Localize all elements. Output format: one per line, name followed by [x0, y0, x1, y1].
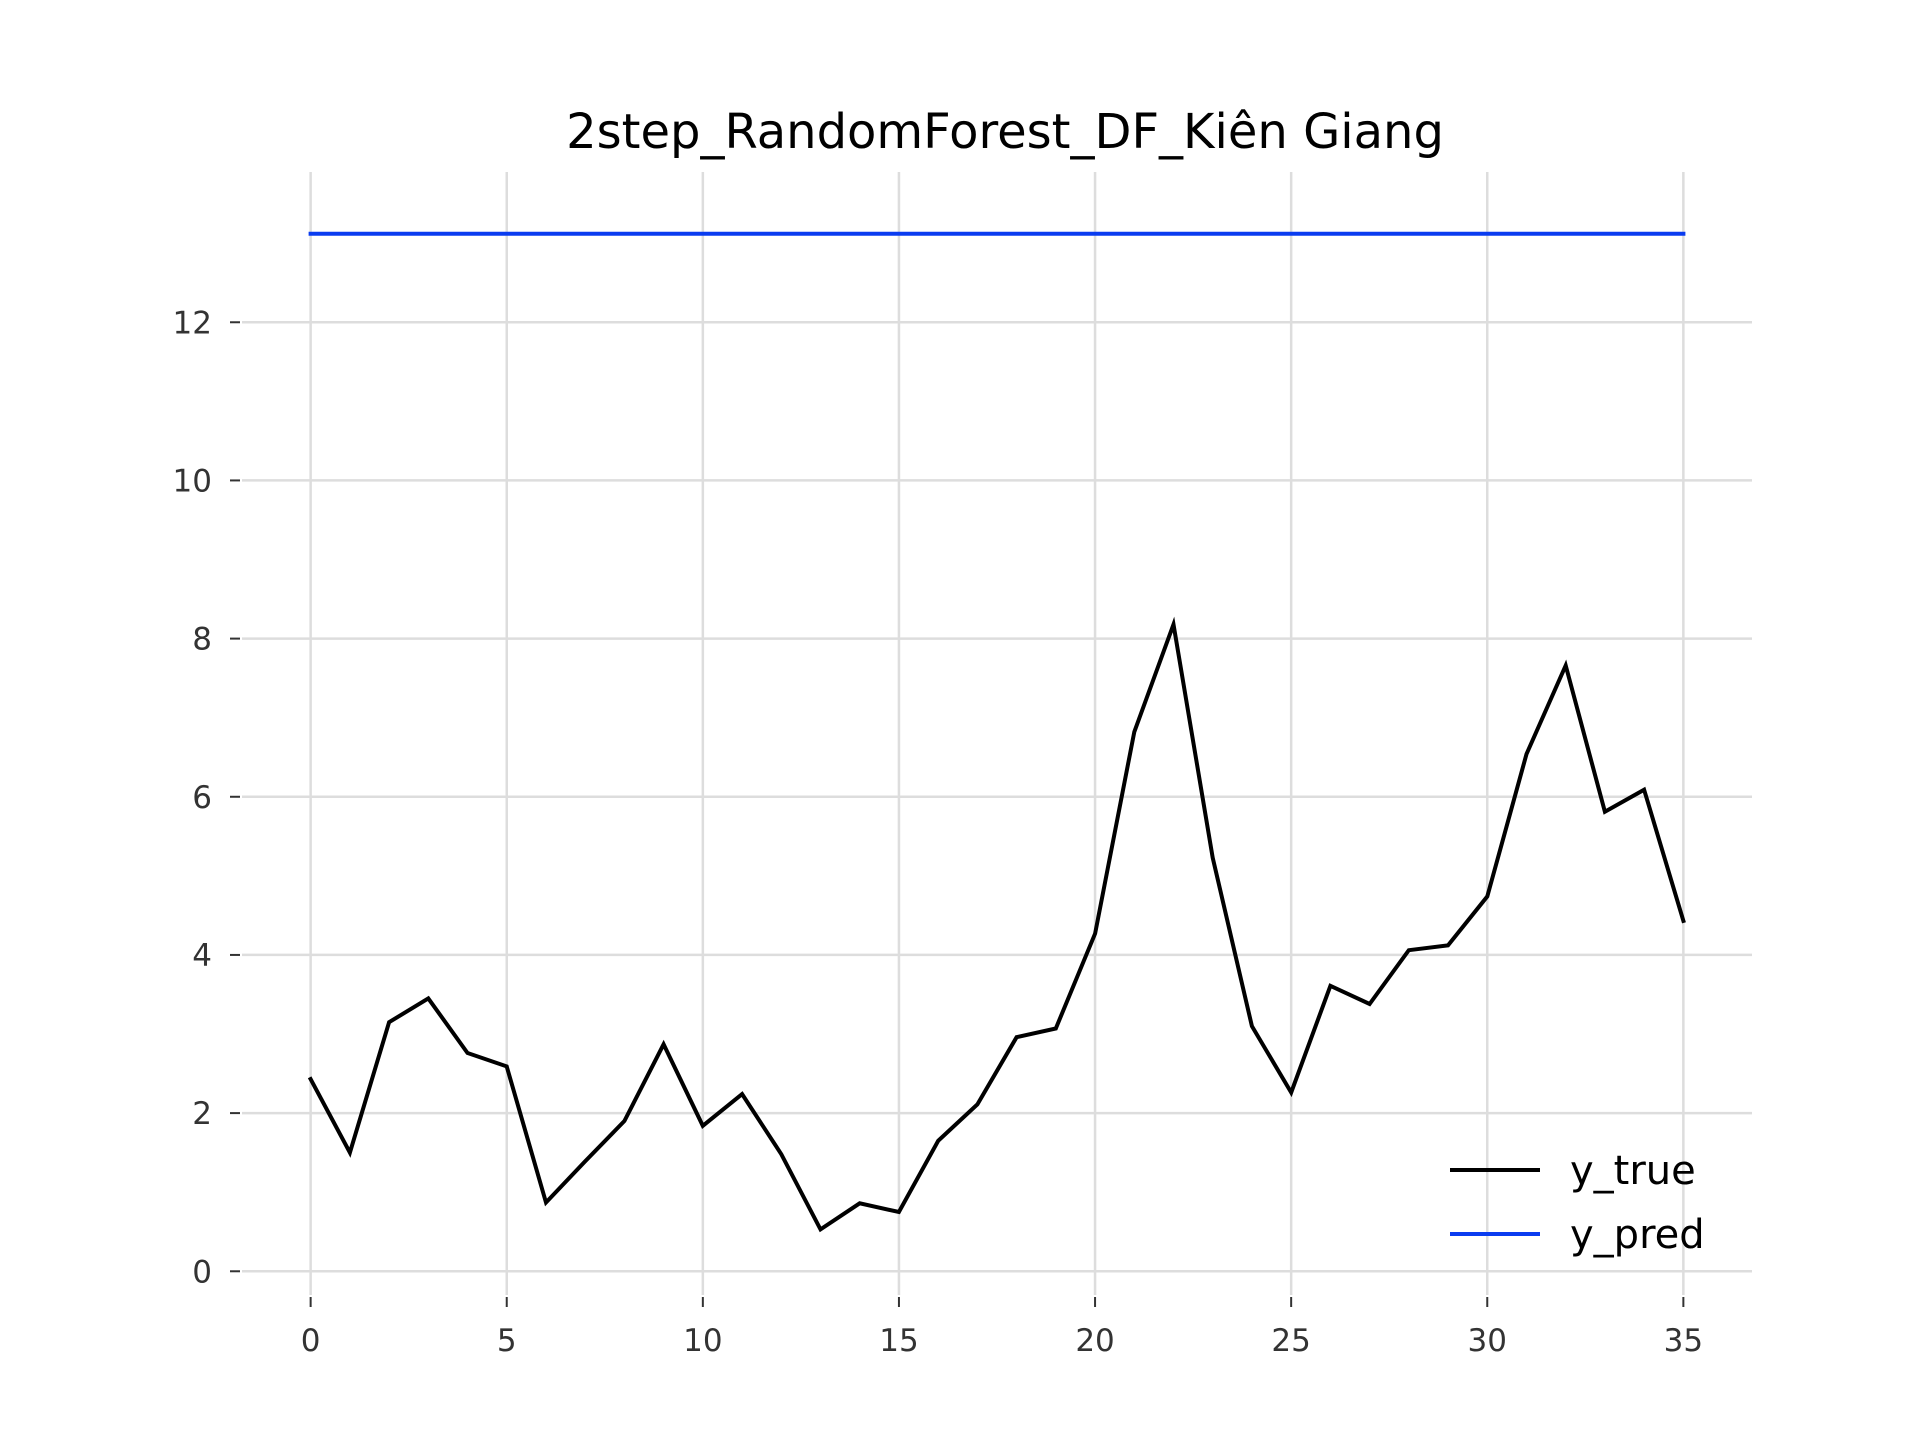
y-tick-label: 4 — [192, 938, 212, 974]
y-tick-label: 0 — [192, 1254, 212, 1290]
y-tick-label: 8 — [192, 622, 212, 658]
y-tick-label: 12 — [173, 305, 212, 341]
series-line-y-true — [307, 616, 1686, 1233]
y-tick-label: 2 — [192, 1096, 212, 1132]
y-tick-label: 10 — [173, 463, 212, 499]
legend-label-y-pred: y_pred — [1570, 1212, 1705, 1258]
y-tick-label: 6 — [192, 780, 212, 816]
legend: y_true y_pred — [1450, 1148, 1705, 1258]
series-layer — [307, 231, 1686, 1233]
legend-label-y-true: y_true — [1570, 1148, 1696, 1194]
x-tick-label: 0 — [301, 1323, 321, 1359]
x-tick-label: 25 — [1271, 1323, 1310, 1359]
x-tick-label: 35 — [1664, 1323, 1703, 1359]
x-tick-label: 15 — [879, 1323, 918, 1359]
x-tick-label: 20 — [1075, 1323, 1114, 1359]
x-tick-label: 10 — [683, 1323, 722, 1359]
x-tick-label: 5 — [497, 1323, 517, 1359]
chart-title: 2step_RandomForest_DF_Kiên Giang — [566, 104, 1444, 160]
grid-layer — [242, 172, 1752, 1295]
x-tick-label: 30 — [1468, 1323, 1507, 1359]
axis-layer: 0 5 10 15 20 25 30 35 0 2 4 6 8 10 12 — [173, 305, 1704, 1359]
